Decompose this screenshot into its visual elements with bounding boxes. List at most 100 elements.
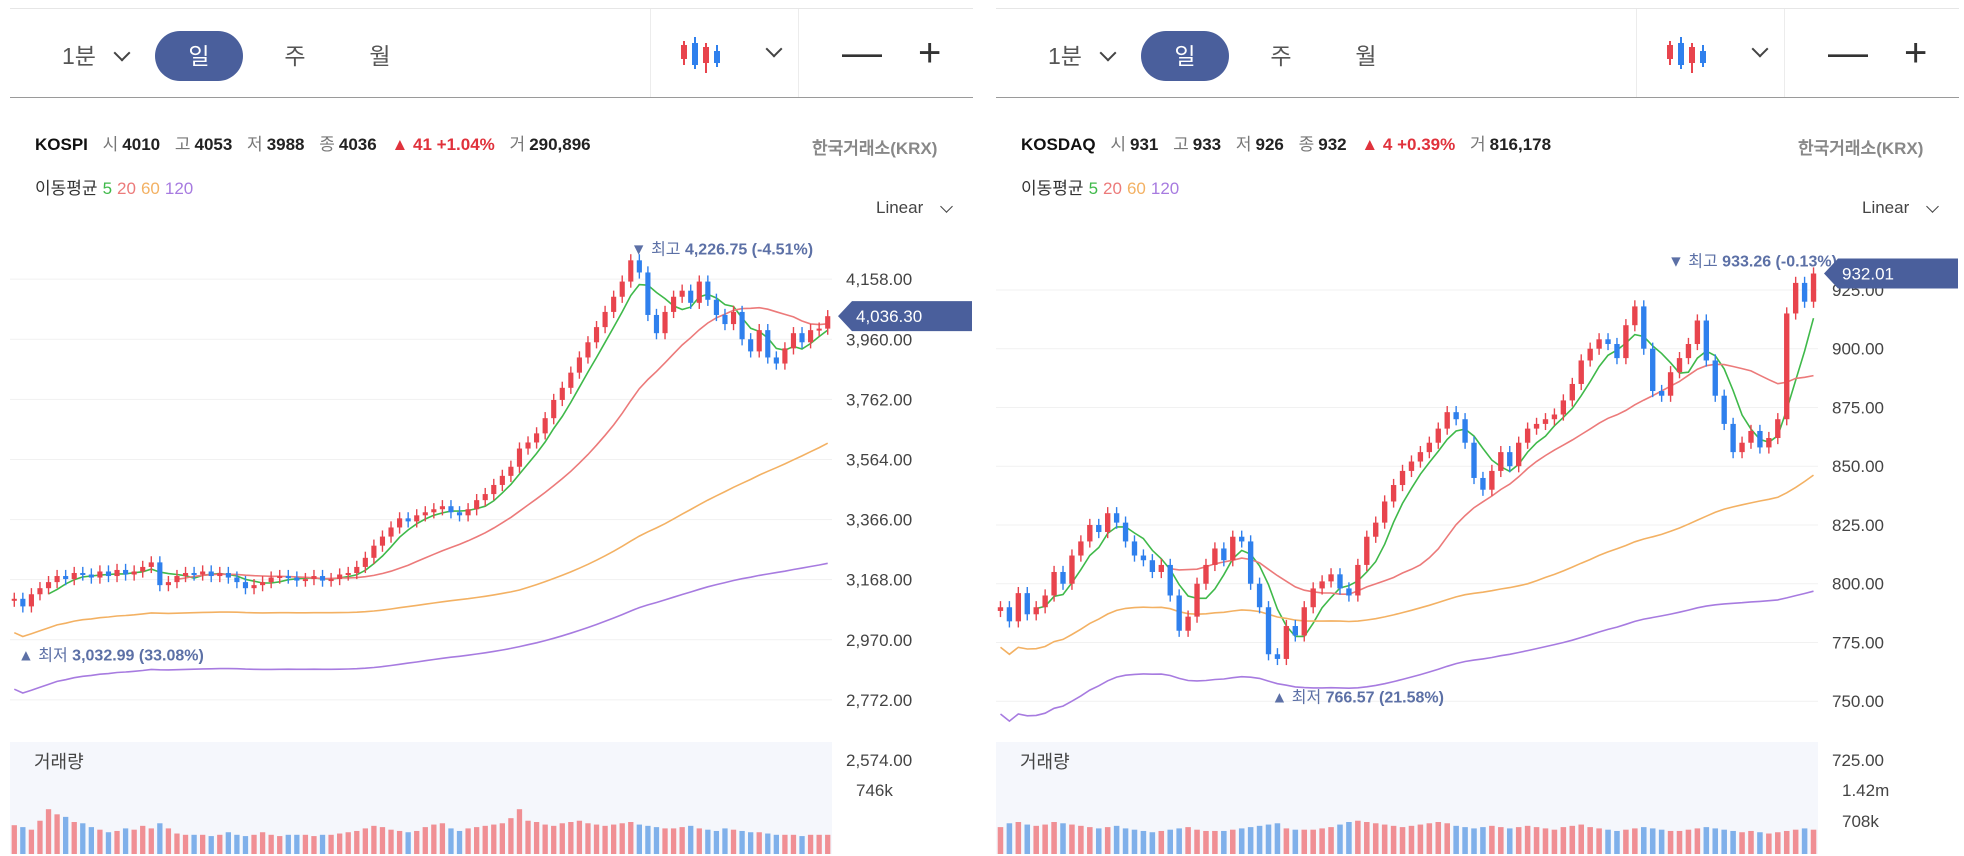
change-value: ▲ 4 +0.39% xyxy=(1361,135,1455,154)
candle xyxy=(636,260,642,273)
volume-title: 거래량 xyxy=(34,752,84,772)
open-label: 시 xyxy=(1110,135,1126,154)
volume-bar xyxy=(319,834,326,854)
candle xyxy=(765,330,771,358)
candle xyxy=(1658,391,1665,396)
volume-bar xyxy=(1006,823,1013,854)
candlestick-icon[interactable] xyxy=(1666,35,1710,75)
candle xyxy=(371,545,377,558)
price-chart[interactable]: 4,158.00 3,960.00 3,762.00 3,564.00 3,366.00… xyxy=(0,0,973,856)
candle xyxy=(1632,306,1638,326)
high-label: 고 xyxy=(174,135,191,154)
high-marker: ▼ 최고 933.26 (-0.13%) xyxy=(1668,253,1837,271)
volume-bar xyxy=(1033,825,1039,854)
price-axis-label: 825.00 xyxy=(1832,516,1884,535)
volume-bar xyxy=(1712,828,1719,854)
candle xyxy=(1042,595,1048,608)
volume-bar xyxy=(1078,825,1084,854)
volume-bar xyxy=(114,830,120,854)
candle xyxy=(1399,470,1406,486)
candle xyxy=(1113,513,1120,523)
candle xyxy=(628,260,634,282)
volume-bar xyxy=(422,827,428,854)
timeframe-minute-button[interactable]: 1분 xyxy=(1048,43,1082,69)
low-marker: ▲ 최저 766.57 (21.58%) xyxy=(1271,688,1443,706)
volume-bar xyxy=(508,818,514,854)
volume-bar xyxy=(71,822,77,854)
change-percent: +1.04% xyxy=(436,135,495,154)
price-axis-label: 2,772.00 xyxy=(846,691,912,710)
candle xyxy=(1096,524,1102,533)
candle xyxy=(790,333,797,349)
candle xyxy=(1221,548,1227,561)
zoom-out-button[interactable]: — xyxy=(1828,31,1868,75)
volume-bar xyxy=(653,827,660,854)
candle xyxy=(1694,320,1701,345)
timeframe-minute-button[interactable]: 1분 xyxy=(62,43,96,69)
timeframe-month-tab[interactable]: 월 xyxy=(369,43,391,69)
volume-bar xyxy=(1596,828,1602,854)
candle xyxy=(474,500,480,510)
candle xyxy=(422,512,428,516)
volume-bar xyxy=(1676,830,1683,854)
volume-bar xyxy=(602,825,608,854)
price-axis-label: 850.00 xyxy=(1832,457,1884,476)
timeframe-day-tab[interactable]: 일 xyxy=(1141,31,1229,81)
volume-bar xyxy=(679,827,685,854)
open-label: 시 xyxy=(102,135,119,154)
low-value: 926 xyxy=(1255,135,1284,154)
price-axis-label: 3,564.00 xyxy=(846,450,912,469)
close-label: 종 xyxy=(1298,135,1315,154)
ma5-line xyxy=(1035,317,1815,638)
volume-bar xyxy=(1462,827,1468,854)
volume-axis-label: 708k xyxy=(1842,812,1879,831)
price-axis-label: 725.00 xyxy=(1832,751,1884,770)
volume-bar xyxy=(88,827,94,854)
volume-bar xyxy=(756,832,762,854)
candle xyxy=(1033,607,1039,615)
volume-bar xyxy=(1444,823,1450,854)
candlestick-icon[interactable] xyxy=(680,35,724,75)
volume-bar xyxy=(1301,829,1308,854)
volume-bar xyxy=(1498,827,1504,854)
current-price-tag xyxy=(838,301,972,332)
volume-bar xyxy=(1283,828,1290,854)
timeframe-week-tab[interactable]: 주 xyxy=(284,43,306,69)
close-label: 종 xyxy=(319,135,335,154)
candle xyxy=(1498,452,1504,471)
ma-20: 20 xyxy=(117,179,136,198)
volume-bar xyxy=(1685,829,1692,854)
timeframe-month-tab[interactable]: 월 xyxy=(1355,43,1377,69)
ma-120: 120 xyxy=(1150,179,1180,198)
candle xyxy=(131,571,137,575)
scale-dropdown[interactable]: Linear xyxy=(876,198,953,218)
volume-bar xyxy=(705,829,711,854)
candle xyxy=(542,418,548,434)
candle xyxy=(148,562,154,567)
timeframe-week-tab[interactable]: 주 xyxy=(1270,43,1292,69)
volume-bar xyxy=(294,834,300,854)
zoom-out-button[interactable]: — xyxy=(842,31,882,75)
zoom-in-button[interactable]: + xyxy=(918,31,942,75)
ma-60: 60 xyxy=(1126,179,1146,198)
volume-bar xyxy=(11,825,17,854)
candle xyxy=(1301,607,1307,636)
price-chart[interactable]: 925.00900.00875.00850.00825.00800.00775.… xyxy=(986,0,1959,856)
scale-dropdown[interactable]: Linear xyxy=(1862,198,1939,218)
volume-bar xyxy=(619,823,625,854)
scale-value: Linear xyxy=(1862,198,1910,217)
volume-bar xyxy=(482,825,488,854)
timeframe-day-tab[interactable]: 일 xyxy=(155,31,243,81)
candle xyxy=(225,573,231,578)
candle xyxy=(1641,306,1647,349)
candle xyxy=(1274,654,1281,659)
candle xyxy=(1453,412,1459,420)
volume-bar xyxy=(739,830,745,854)
ma-60: 60 xyxy=(140,179,160,198)
candle xyxy=(1596,339,1602,349)
volume-label: 거 xyxy=(509,135,526,154)
zoom-in-button[interactable]: + xyxy=(1904,31,1928,75)
ma60-line xyxy=(1000,474,1814,656)
candle xyxy=(1167,564,1173,596)
volume-bar xyxy=(1364,822,1370,854)
